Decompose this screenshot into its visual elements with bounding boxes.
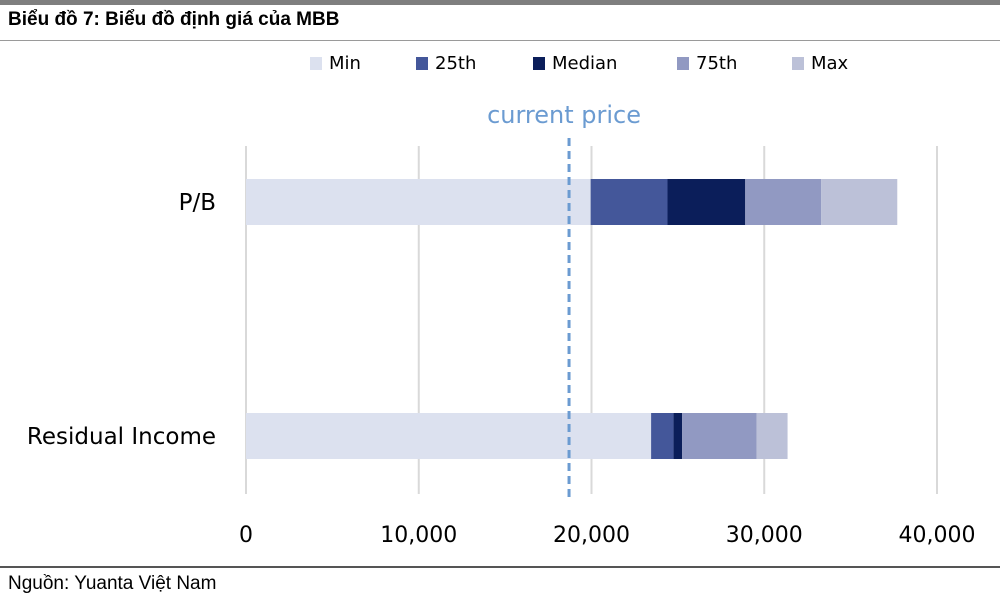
legend-label-median: Median [552,53,617,74]
legend-swatch-75th [677,57,689,70]
bar-residual-income-max [756,413,788,459]
legend-swatch-median [533,57,545,70]
legend-swatch-25th [416,57,428,70]
x-tick-label-2: 20,000 [553,523,630,548]
category-labels: P/B Residual Income [27,190,216,450]
valuation-chart: current price P/B Residual Income 0 10,000… [27,53,976,548]
top-rule [0,0,1000,5]
legend: Min 25th Median 75th Max [310,53,849,74]
legend-label-75th: 75th [696,53,737,74]
x-tick-label-1: 10,000 [380,523,457,548]
x-tick-label-4: 40,000 [899,523,976,548]
bar-p-b-75th [745,179,822,225]
category-label-residual-income: Residual Income [27,424,216,450]
current-price-label: current price [487,101,641,129]
reference-line-group: current price [487,101,641,500]
x-tick-label-0: 0 [239,523,253,548]
bar-residual-income-min [246,413,652,459]
bar-p-b-max [821,179,898,225]
bar-residual-income-25th [651,413,674,459]
bar-p-b-median [667,179,746,225]
bar-residual-income-median [673,413,683,459]
legend-label-25th: 25th [435,53,476,74]
x-axis-ticks: 0 10,000 20,000 30,000 40,000 [239,523,975,548]
source-note: Nguồn: Yuanta Việt Nam [8,573,217,594]
x-tick-label-3: 30,000 [726,523,803,548]
legend-swatch-max [792,57,804,70]
chart-title: Biểu đồ 7: Biểu đồ định giá của MBB [8,9,340,30]
bar-p-b-25th [590,179,668,225]
title-rule [0,40,1000,41]
category-label-p-b: P/B [179,190,216,216]
legend-label-max: Max [811,53,849,74]
bar-p-b-min [246,179,591,225]
bars [246,179,898,459]
bar-residual-income-75th [682,413,757,459]
bottom-rule [0,566,1000,568]
legend-swatch-min [310,57,322,70]
legend-label-min: Min [329,53,361,74]
